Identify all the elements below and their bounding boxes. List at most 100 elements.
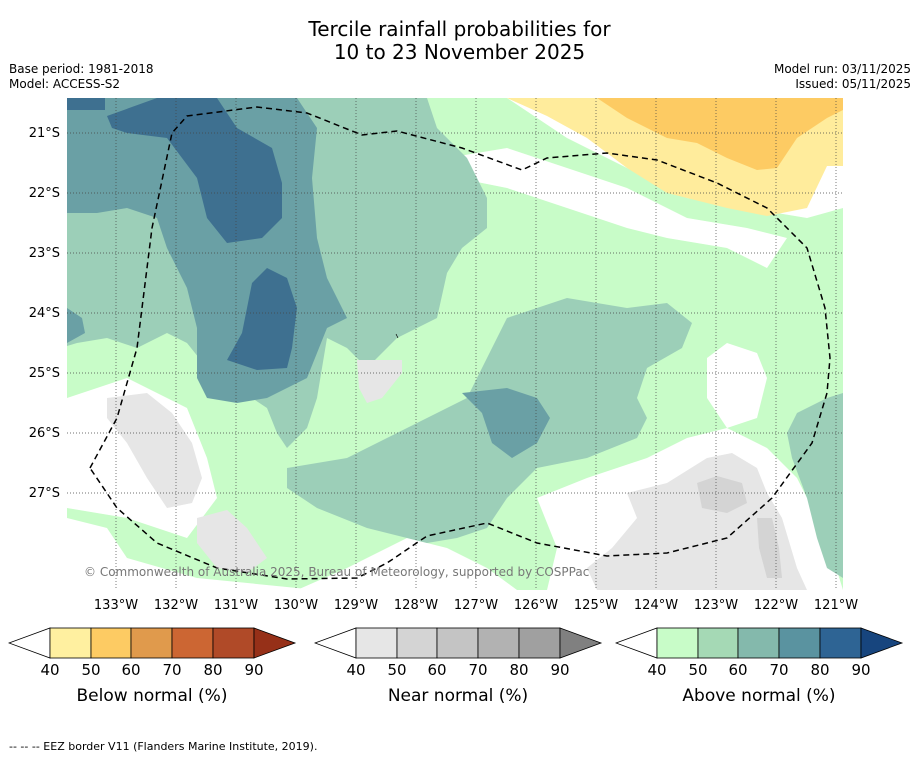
lat-label-23s: 23°S [28,246,60,261]
lon-label-129w: 129°W [333,598,379,613]
cb-above-tick-80: 80 [810,661,830,679]
colorbar-above-normal [614,627,905,663]
lon-label-132w: 132°W [153,598,199,613]
cb-near-swatch-4 [518,627,561,659]
cb-below-title: Below normal (%) [76,686,228,706]
zone-above-70-lower [227,268,297,370]
model-run: Model run: 03/11/2025 [773,62,911,76]
cb-below-upper-extend [253,627,297,659]
cb-near-tick-90: 90 [550,661,570,679]
zone-near-40-right [587,453,807,590]
cb-below-tick-80: 80 [203,661,223,679]
zone-near-50-right [697,476,747,513]
zone-above-70-top [67,98,105,110]
lon-label-125w: 125°W [573,598,619,613]
map-svg [67,98,843,590]
cb-near-tick-40: 40 [346,661,366,679]
zone-white-bottom-center [297,538,517,590]
cb-near-swatch-1 [396,627,438,659]
zone-above-60-center [462,388,550,458]
lat-label-22s: 22°S [28,186,60,201]
lon-label-126w: 126°W [513,598,559,613]
lon-label-121w: 121°W [813,598,859,613]
eez-border [89,106,831,580]
cb-below-tick-40: 40 [40,661,60,679]
cb-near-tick-60: 60 [427,661,447,679]
colorbar-near-normal [313,627,604,663]
lon-label-130w: 130°W [273,598,319,613]
cb-above-upper-extend [860,627,904,659]
zone-near-40-bottom-left [197,510,267,573]
zone-near-40-left [107,393,202,508]
map-panel [67,98,843,590]
colorbar-below-svg [7,627,297,659]
cb-above-swatch-0 [656,627,699,659]
lon-label-127w: 127°W [453,598,499,613]
cb-near-swatch-0 [355,627,398,659]
cb-above-tick-70: 70 [769,661,789,679]
cb-below-tick-50: 50 [81,661,101,679]
cb-above-swatch-3 [778,627,821,659]
cb-near-tick-50: 50 [387,661,407,679]
cb-above-tick-40: 40 [647,661,667,679]
graticule [67,98,843,590]
base-period: Base period: 1981-2018 [9,62,154,76]
model-name: Model: ACCESS-S2 [9,77,121,91]
cb-near-tick-80: 80 [509,661,529,679]
zone-above-60-left [67,308,85,343]
cb-below-lower-extend [7,627,51,659]
zone-white-upper-right [447,148,787,268]
cb-below-swatch-2 [130,627,173,659]
cb-below-swatch-1 [90,627,132,659]
meta-right: Model run: 03/11/2025 Issued: 05/11/2025 [774,62,911,92]
lat-label-26s: 26°S [28,426,60,441]
map-title: Tercile rainfall probabilities for 10 to… [0,18,919,64]
cb-near-title: Near normal (%) [387,686,529,706]
cb-near-swatch-2 [436,627,479,659]
colorbar-near-svg [313,627,603,659]
zone-white-right-mid [707,343,767,428]
lon-label-133w: 133°W [93,598,139,613]
eez-legend-footer: -- -- -- EEZ border V11 (Flanders Marine… [9,740,318,753]
cb-above-title: Above normal (%) [682,686,836,706]
lon-label-122w: 122°W [753,598,799,613]
copyright-notice: © Commonwealth of Australia 2025, Bureau… [84,565,590,579]
lat-label-24s: 24°S [28,306,60,321]
lon-label-123w: 123°W [693,598,739,613]
issued-date: Issued: 05/11/2025 [795,77,911,91]
cb-near-tick-70: 70 [468,661,488,679]
zone-above-50-right [787,393,843,578]
cb-below-swatch-4 [212,627,255,659]
cb-above-tick-50: 50 [688,661,708,679]
lon-label-131w: 131°W [213,598,259,613]
zone-near-40-islet [357,360,402,403]
lon-label-128w: 128°W [393,598,439,613]
cb-above-tick-90: 90 [851,661,871,679]
lat-label-27s: 27°S [28,486,60,501]
colorbar-below-normal [7,627,298,663]
cb-above-swatch-2 [737,627,780,659]
cb-below-tick-60: 60 [121,661,141,679]
cb-above-lower-extend [614,627,658,659]
cb-below-tick-70: 70 [162,661,182,679]
cb-above-swatch-1 [697,627,739,659]
cb-above-swatch-4 [819,627,862,659]
title-line-1: Tercile rainfall probabilities for [308,17,611,41]
zone-white-bottom [67,518,317,590]
lat-label-21s: 21°S [28,126,60,141]
contour-bit [395,333,399,339]
title-line-2: 10 to 23 November 2025 [333,40,586,64]
cb-below-swatch-3 [171,627,214,659]
zone-above-70 [107,98,282,243]
cb-near-lower-extend [313,627,357,659]
zone-below-50 [597,98,843,170]
meta-left: Base period: 1981-2018 Model: ACCESS-S2 [9,62,154,92]
lon-label-124w: 124°W [633,598,679,613]
lat-label-25s: 25°S [28,366,60,381]
cb-above-tick-60: 60 [728,661,748,679]
cb-below-swatch-0 [49,627,92,659]
colorbar-above-svg [614,627,904,659]
cb-near-upper-extend [559,627,603,659]
cb-near-swatch-3 [477,627,520,659]
cb-below-tick-90: 90 [244,661,264,679]
